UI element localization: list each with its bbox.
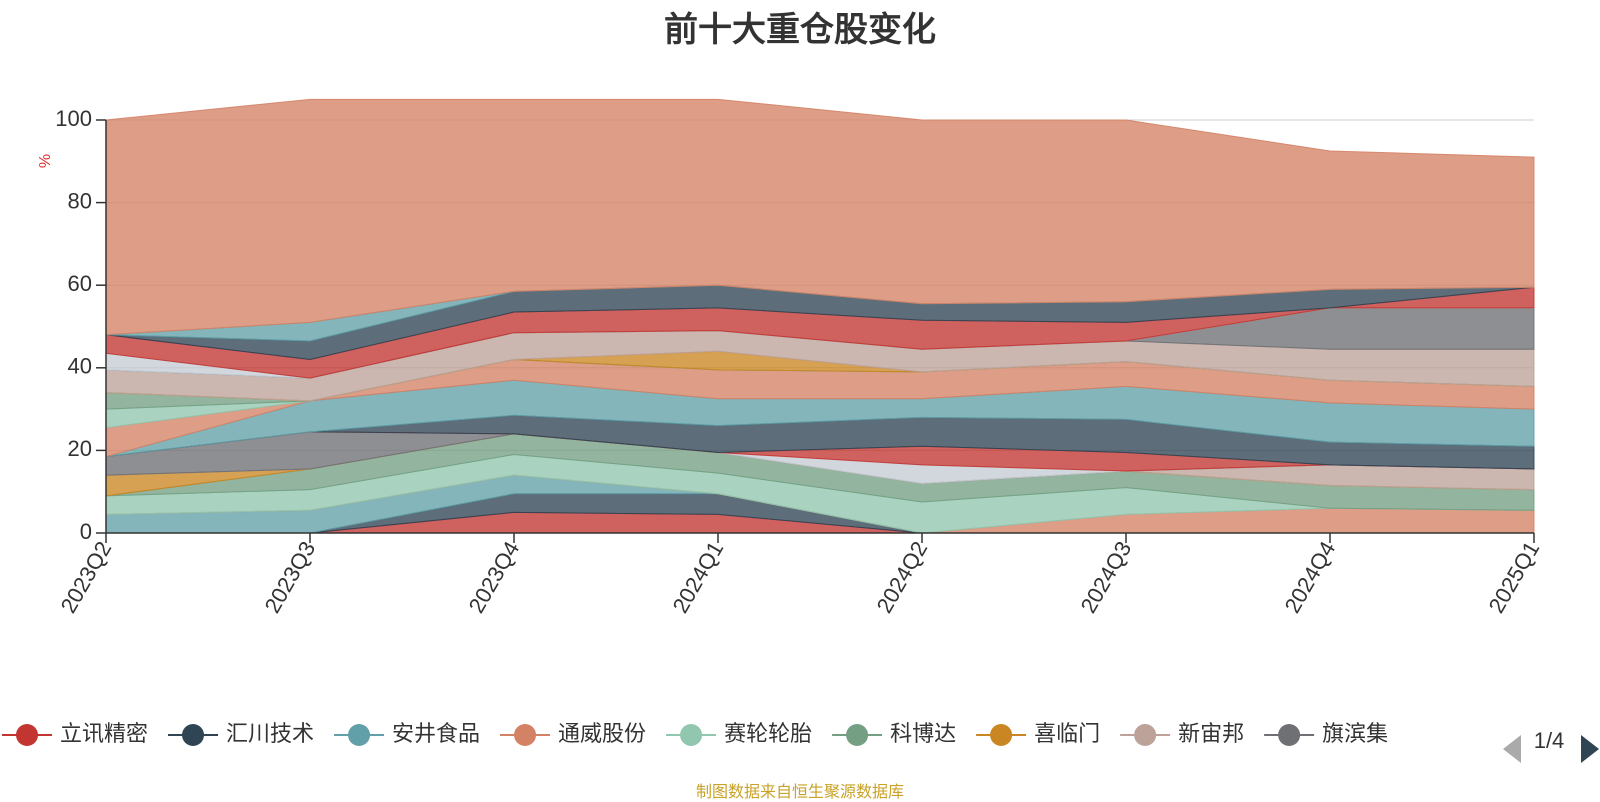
legend-item[interactable]: 汇川技术 [168, 721, 314, 746]
x-tick-label: 2024Q2 [872, 537, 933, 617]
chart-title: 前十大重仓股变化 [664, 11, 936, 49]
x-tick-label: 2025Q1 [1484, 537, 1545, 617]
y-tick-label: 100 [55, 106, 92, 131]
x-tick-label: 2024Q4 [1280, 537, 1341, 617]
legend-marker-icon [182, 724, 205, 746]
legend-marker-icon [16, 724, 38, 746]
legend-item[interactable]: 科博达 [832, 721, 956, 746]
legend-marker-icon [1134, 724, 1157, 746]
legend-item[interactable]: 旗滨集 [1264, 721, 1388, 746]
x-tick-label: 2023Q3 [260, 537, 321, 617]
area-series[interactable] [105, 98, 1535, 336]
legend-marker-icon [680, 724, 703, 746]
legend-item[interactable]: 喜临门 [976, 721, 1100, 746]
legend-item[interactable]: 立讯精密 [2, 721, 148, 746]
y-axis-unit-label: % [37, 154, 54, 168]
y-tick-label: 0 [80, 519, 92, 544]
legend-marker-icon [1278, 724, 1301, 746]
y-tick-label: 40 [68, 354, 92, 379]
legend-label: 通威股份 [558, 721, 646, 746]
source-note: 制图数据来自恒生聚源数据库 [695, 784, 904, 801]
axes [105, 120, 1534, 534]
x-tick-label: 2023Q2 [56, 537, 117, 617]
legend-marker-icon [348, 724, 371, 746]
legend-marker-icon [846, 724, 869, 746]
y-tick-label: 60 [68, 271, 92, 296]
legend-label: 新宙邦 [1178, 721, 1244, 746]
legend-label: 科博达 [890, 721, 956, 746]
y-tick-label: 80 [68, 188, 92, 213]
legend-label: 喜临门 [1034, 721, 1100, 746]
legend-item[interactable]: 通威股份 [500, 721, 646, 746]
legend-prev-page-icon[interactable] [1503, 735, 1521, 763]
x-axis-ticks: 2023Q2 2023Q3 2023Q4 2024Q1 2024Q2 2024Q3 2024… [56, 533, 1545, 617]
legend-marker-icon [990, 724, 1013, 746]
legend-pager[interactable]: 1/4 [1503, 728, 1599, 763]
y-tick-label: 20 [68, 436, 92, 461]
legend-label: 汇川技术 [226, 721, 314, 746]
y-axis-ticks: 0 20 40 60 80 100 [55, 106, 106, 544]
legend-label: 旗滨集 [1322, 721, 1388, 746]
x-tick-label: 2024Q3 [1076, 537, 1137, 617]
legend-marker-icon [514, 724, 537, 746]
legend[interactable]: 立讯精密 汇川技术 安井食品 通威股份 赛轮轮胎 科博达 喜临门 新宙邦 旗滨集 [2, 721, 1388, 746]
area-series-group[interactable] [105, 98, 1535, 534]
legend-label: 赛轮轮胎 [724, 721, 812, 746]
legend-label: 安井食品 [392, 721, 480, 746]
legend-page-label: 1/4 [1534, 728, 1565, 753]
x-tick-label: 2024Q1 [668, 537, 729, 617]
legend-next-page-icon[interactable] [1581, 735, 1599, 763]
legend-item[interactable]: 赛轮轮胎 [666, 721, 812, 746]
legend-label: 立讯精密 [60, 721, 148, 746]
legend-item[interactable]: 安井食品 [334, 721, 480, 746]
x-tick-label: 2023Q4 [464, 537, 525, 617]
legend-item[interactable]: 新宙邦 [1120, 721, 1244, 746]
